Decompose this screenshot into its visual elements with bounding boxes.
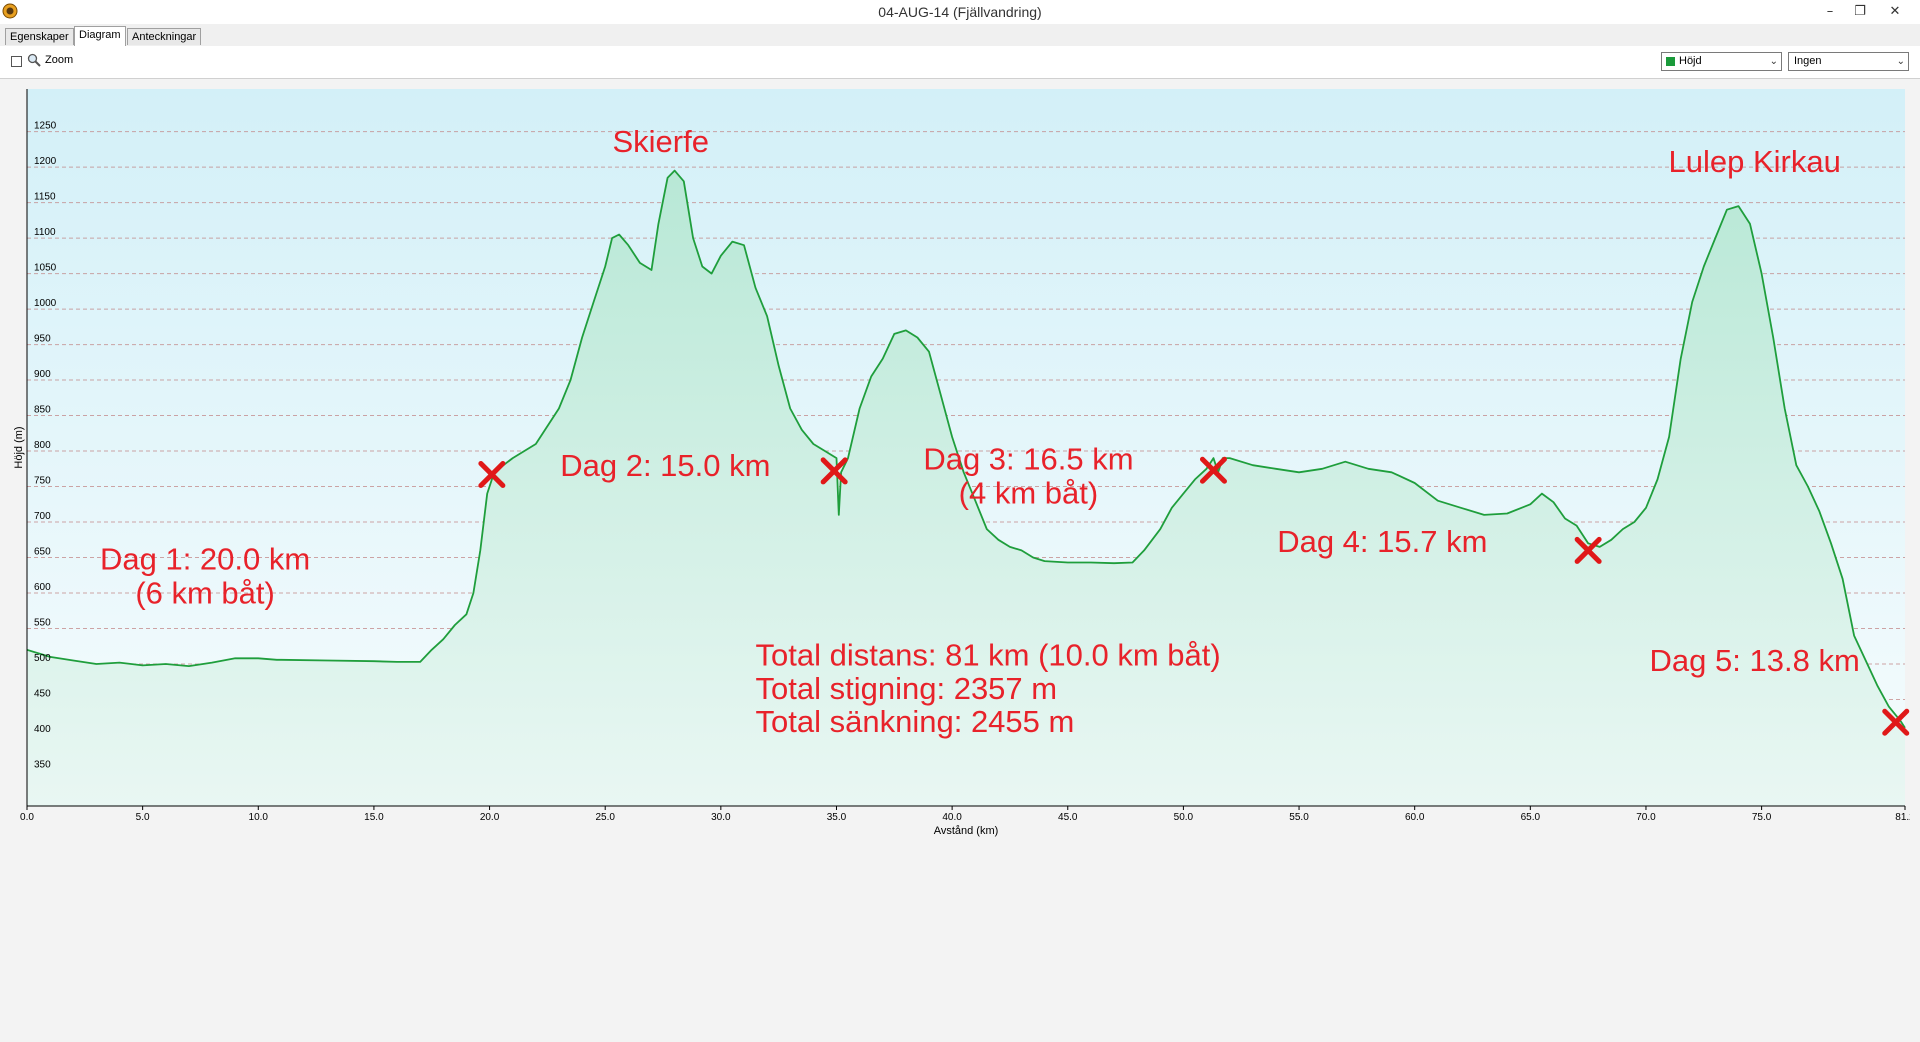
x-tick-label: 50.0 <box>1174 812 1194 823</box>
annotation-total-distans: Total distans: 81 km (10.0 km båt) <box>756 637 1221 672</box>
annotation-dag1-line2: (6 km båt) <box>135 576 275 611</box>
close-button[interactable]: ✕ <box>1889 3 1901 19</box>
annotation-skierfe: Skierfe <box>612 124 708 159</box>
x-tick-label: 25.0 <box>595 812 615 823</box>
annotation-dag1-line1: Dag 1: 20.0 km <box>100 542 310 577</box>
x-tick-label: 65.0 <box>1521 812 1541 823</box>
y-tick-label: 1050 <box>34 263 57 274</box>
x-tick-label: 75.0 <box>1752 812 1772 823</box>
annotation-dag2: Dag 2: 15.0 km <box>560 448 770 483</box>
annotation-dag3-line1: Dag 3: 16.5 km <box>923 442 1133 477</box>
x-tick-label: 45.0 <box>1058 812 1078 823</box>
y-tick-label: 1250 <box>34 121 57 132</box>
y-tick-label: 1000 <box>34 298 57 309</box>
annotation-lulep: Lulep Kirkau <box>1668 144 1840 179</box>
day-end-marker <box>1199 456 1227 484</box>
y-tick-label: 650 <box>34 547 51 558</box>
annotation-total-sankning: Total sänkning: 2455 m <box>756 704 1075 739</box>
x-tick-label: 0.0 <box>20 812 34 823</box>
elevation-fill <box>27 170 1905 807</box>
app-globe-icon[interactable] <box>2 3 18 19</box>
x-tick-label: 55.0 <box>1289 812 1309 823</box>
chevron-down-icon: ⌄ <box>1896 56 1905 67</box>
restore-button[interactable]: ❐ <box>1854 3 1866 19</box>
x-tick-label: 5.0 <box>136 812 150 823</box>
y-tick-label: 700 <box>34 511 51 522</box>
x-axis-title: Avstånd (km) <box>934 825 999 837</box>
axes <box>26 89 1906 810</box>
tab-bar: Egenskaper Diagram Anteckningar <box>0 24 1920 47</box>
annotation-dag4: Dag 4: 15.7 km <box>1277 524 1487 559</box>
tab-egenskaper[interactable]: Egenskaper <box>5 28 74 45</box>
y-tick-label: 450 <box>34 689 51 700</box>
x-tick-label: 20.0 <box>480 812 500 823</box>
y-tick-label: 500 <box>34 653 51 664</box>
y-tick-label: 350 <box>34 760 51 771</box>
y-tick-label: 550 <box>34 618 51 629</box>
window-title: 04-AUG-14 (Fjällvandring) <box>878 4 1042 20</box>
y-tick-label: 950 <box>34 334 51 345</box>
elevation-line <box>26 169 1906 729</box>
y-tick-label: 600 <box>34 582 51 593</box>
tab-anteckningar[interactable]: Anteckningar <box>127 28 202 45</box>
minimize-button[interactable]: – <box>1826 3 1834 19</box>
secondary-series-select[interactable]: Ingen ⌄ <box>1788 52 1909 71</box>
series-color-swatch <box>1666 57 1675 66</box>
x-tick-label: 35.0 <box>827 812 847 823</box>
day-end-marker <box>820 457 848 485</box>
elevation-area <box>26 169 1906 807</box>
x-tick-label: 15.0 <box>364 812 384 823</box>
elevation-chart-panel: 350 400 450 500 550 600 650 700 750 800 850 900 950 1… <box>0 78 1920 1042</box>
day-end-marker <box>478 460 506 488</box>
y-tick-label: 850 <box>34 405 51 416</box>
title-bar: 04-AUG-14 (Fjällvandring) – ❐ ✕ <box>0 0 1920 25</box>
x-tick-label: 81.2 <box>1895 812 1910 823</box>
day-end-marker <box>1882 708 1910 736</box>
magnifier-icon <box>27 53 41 67</box>
day-end-markers <box>478 456 1910 736</box>
y-tick-label: 400 <box>34 724 51 735</box>
x-tick-label: 10.0 <box>249 812 269 823</box>
tick-labels: 350 400 450 500 550 600 650 700 750 800 850 900 950 1… <box>20 121 1910 823</box>
day-end-marker <box>1574 536 1602 564</box>
series-select[interactable]: Höjd ⌄ <box>1661 52 1782 71</box>
y-tick-label: 1100 <box>34 227 56 238</box>
zoom-label: Zoom <box>45 54 74 66</box>
y-tick-label: 800 <box>34 440 51 451</box>
annotation-dag5: Dag 5: 13.8 km <box>1650 643 1860 678</box>
y-tick-label: 1150 <box>34 192 56 203</box>
y-axis-title: Höjd (m) <box>13 426 25 468</box>
annotation-dag3-line2: (4 km båt) <box>959 476 1099 511</box>
y-tick-label: 900 <box>34 369 51 380</box>
x-tick-label: 30.0 <box>711 812 731 823</box>
x-tick-label: 60.0 <box>1405 812 1425 823</box>
annotation-total-stigning: Total stigning: 2357 m <box>756 671 1058 706</box>
x-tick-label: 70.0 <box>1636 812 1656 823</box>
annotations: Dag 1: 20.0 km(6 km båt) Skierfe Dag 2: 15… <box>100 124 1860 739</box>
chart-toolbar: Zoom Höjd ⌄ Ingen ⌄ <box>0 46 1920 78</box>
elevation-chart[interactable]: 350 400 450 500 550 600 650 700 750 800 850 900 950 1… <box>0 79 1910 1042</box>
x-tick-label: 40.0 <box>942 812 962 823</box>
zoom-checkbox[interactable] <box>11 56 22 67</box>
secondary-select-value: Ingen <box>1794 55 1822 67</box>
y-tick-label: 1200 <box>34 156 57 167</box>
tab-diagram[interactable]: Diagram <box>74 26 126 46</box>
y-tick-label: 750 <box>34 476 51 487</box>
chevron-down-icon: ⌄ <box>1769 56 1778 67</box>
series-select-value: Höjd <box>1679 55 1702 67</box>
